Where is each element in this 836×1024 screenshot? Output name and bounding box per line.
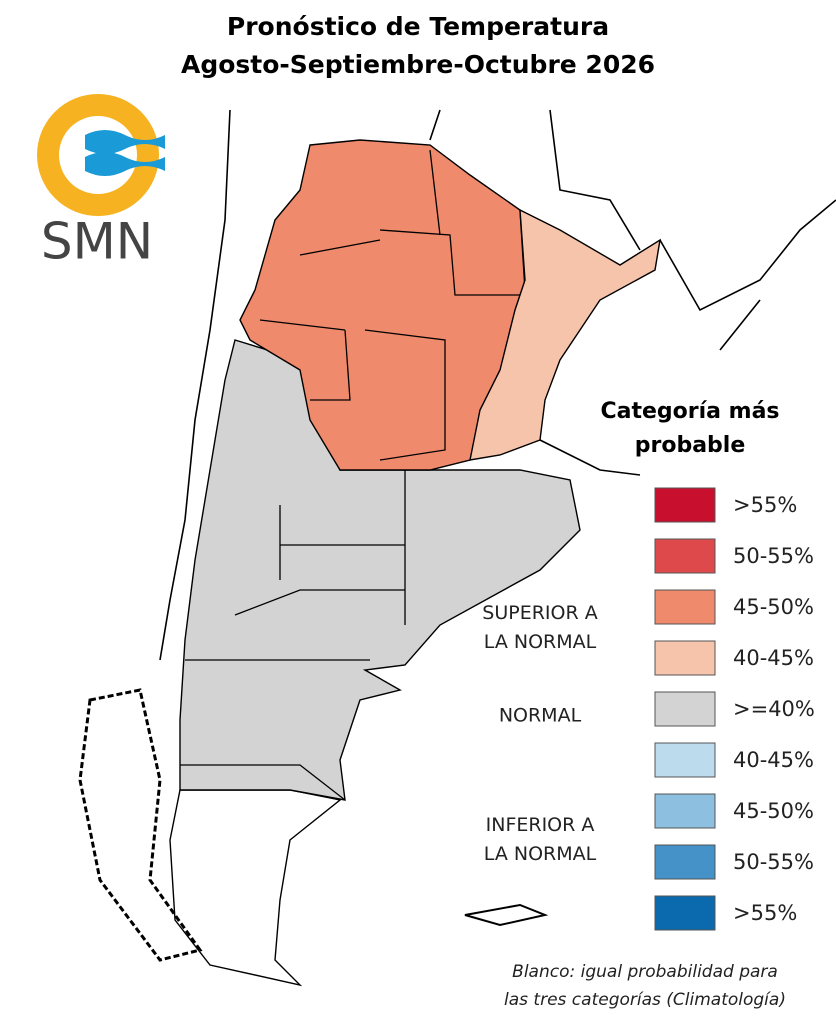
legend-swatch bbox=[654, 589, 716, 625]
legend-label: 45-50% bbox=[733, 799, 814, 823]
map bbox=[78, 109, 836, 987]
legend: >55% 50-55% 45-50% 40-45% >=40% 40-45% 45-50% 5… bbox=[482, 487, 815, 931]
region-gray bbox=[179, 339, 581, 801]
region-peach bbox=[469, 208, 661, 461]
legend-swatch bbox=[654, 538, 716, 574]
country-border bbox=[429, 109, 836, 351]
legend-label: 40-45% bbox=[733, 646, 814, 670]
logo-ring bbox=[37, 94, 159, 216]
legend-group: NORMAL bbox=[499, 705, 582, 727]
legend-group: LA NORMAL bbox=[484, 631, 597, 653]
footnote: Blanco: igual probabilidad para bbox=[512, 962, 778, 982]
legend-label: >55% bbox=[733, 493, 797, 517]
legend-swatch bbox=[654, 640, 716, 676]
legend-swatch bbox=[654, 487, 716, 523]
coast-archipelago bbox=[78, 688, 203, 962]
title-line: Pronóstico de Temperatura bbox=[227, 12, 609, 41]
logo-wave bbox=[85, 130, 165, 154]
legend-label: 45-50% bbox=[733, 595, 814, 619]
footnote: las tres categorías (Climatología) bbox=[504, 990, 786, 1010]
legend-group: SUPERIOR A bbox=[482, 602, 597, 624]
legend-title: probable bbox=[635, 433, 746, 458]
legend-swatch bbox=[654, 691, 716, 727]
legend-swatch bbox=[654, 793, 716, 829]
island bbox=[464, 903, 549, 927]
province-line bbox=[180, 470, 406, 801]
country-border bbox=[539, 439, 641, 476]
region-orange bbox=[239, 139, 526, 471]
country-border bbox=[159, 109, 231, 661]
legend-label: 50-55% bbox=[733, 544, 814, 568]
legend-label: 40-45% bbox=[733, 748, 814, 772]
logo: SMN bbox=[37, 94, 165, 271]
logo-text: SMN bbox=[41, 213, 153, 271]
region-white bbox=[169, 789, 342, 987]
legend-group: INFERIOR A bbox=[486, 814, 595, 836]
legend-swatch bbox=[654, 895, 716, 931]
legend-title: Categoría más bbox=[600, 399, 779, 424]
title-line: Agosto-Septiembre-Octubre 2026 bbox=[181, 50, 655, 79]
province-line bbox=[259, 149, 520, 461]
legend-swatch bbox=[654, 742, 716, 778]
legend-swatch bbox=[654, 844, 716, 880]
logo-wave bbox=[85, 152, 165, 176]
legend-label: 50-55% bbox=[733, 850, 814, 874]
legend-label: >=40% bbox=[733, 697, 815, 721]
legend-group: LA NORMAL bbox=[484, 843, 597, 865]
legend-label: >55% bbox=[733, 901, 797, 925]
